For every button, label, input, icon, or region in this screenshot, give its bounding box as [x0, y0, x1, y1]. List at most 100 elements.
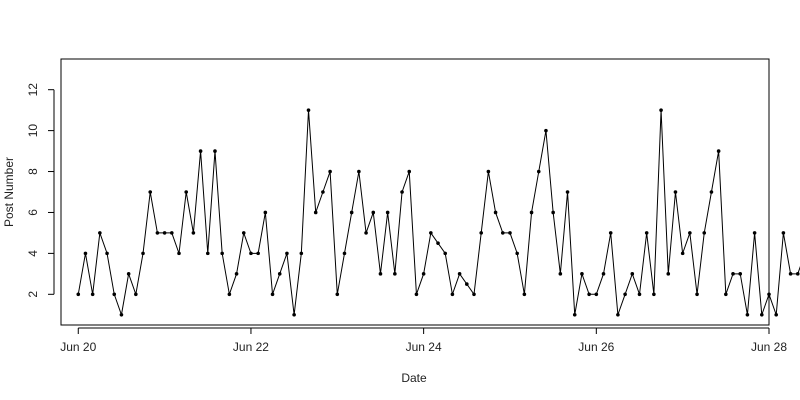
data-point — [666, 272, 671, 276]
data-point — [522, 292, 527, 297]
x-axis-title: Date — [401, 371, 427, 385]
data-point — [752, 231, 757, 235]
x-axis: Jun 20 Jun 22 Jun 24 Jun 26 Jun 28 — [60, 327, 787, 354]
y-axis: 2 4 6 8 10 12 — [26, 83, 55, 298]
data-point — [162, 231, 167, 235]
data-point — [407, 169, 412, 174]
data-point — [393, 272, 397, 276]
data-point — [536, 169, 541, 174]
data-point — [601, 272, 606, 276]
data-point — [724, 292, 728, 297]
y-tick-label: 8 — [26, 168, 40, 175]
data-point — [357, 169, 361, 174]
data-point — [270, 292, 275, 297]
data-point — [306, 108, 311, 112]
data-point — [98, 231, 102, 235]
data-point — [421, 272, 426, 276]
data-point — [328, 169, 332, 174]
y-tick-label: 12 — [26, 83, 40, 97]
x-tick-label: Jun 20 — [60, 340, 96, 354]
data-point — [191, 231, 196, 235]
x-tick-label: Jun 22 — [233, 340, 269, 354]
data-point — [263, 210, 268, 215]
data-point — [608, 231, 613, 235]
data-point — [767, 292, 771, 297]
y-tick-label: 6 — [26, 209, 40, 216]
y-tick-label: 10 — [26, 124, 40, 138]
data-point — [795, 272, 800, 276]
data-point — [443, 251, 448, 256]
y-tick-label: 4 — [26, 250, 40, 257]
data-point — [551, 210, 555, 215]
data-point — [644, 231, 649, 235]
data-point — [105, 251, 109, 256]
data-point — [371, 210, 376, 215]
data-point — [177, 251, 181, 256]
data-point — [623, 292, 627, 297]
data-point — [155, 231, 160, 235]
data-point — [299, 251, 304, 256]
data-point — [745, 312, 750, 317]
data-point — [781, 231, 786, 235]
data-point — [565, 190, 570, 194]
data-point — [234, 272, 239, 276]
data-point — [580, 272, 584, 276]
data-point — [680, 251, 685, 256]
data-point — [83, 251, 88, 256]
data-point — [400, 190, 404, 194]
data-point — [249, 251, 253, 256]
data-point — [335, 292, 340, 297]
data-point — [659, 108, 663, 112]
data-point — [170, 231, 174, 235]
data-point — [313, 210, 318, 215]
data-point — [652, 292, 656, 297]
data-point — [709, 190, 714, 194]
data-point — [364, 231, 368, 235]
x-tick-label: Jun 28 — [751, 340, 787, 354]
data-point — [587, 292, 591, 297]
data-point — [141, 251, 145, 256]
data-point — [429, 231, 433, 235]
data-point — [760, 312, 764, 317]
data-point — [457, 272, 462, 276]
data-point — [500, 231, 505, 235]
data-point — [119, 312, 124, 317]
data-point — [205, 251, 210, 256]
data-point — [342, 251, 347, 256]
data-point — [572, 312, 577, 317]
data-point — [702, 231, 707, 235]
data-point — [616, 312, 620, 317]
data-point — [716, 149, 721, 153]
data-point — [558, 272, 563, 276]
data-point — [673, 190, 678, 194]
x-tick-label: Jun 26 — [578, 340, 614, 354]
data-point — [486, 169, 491, 174]
data-point — [436, 241, 440, 245]
data-point — [594, 292, 599, 297]
data-point — [76, 292, 81, 297]
data-point — [184, 190, 188, 194]
plot-frame — [60, 58, 770, 326]
data-point — [414, 292, 419, 297]
data-point — [738, 272, 743, 276]
data-point — [630, 272, 635, 276]
data-point — [227, 292, 232, 297]
data-point — [450, 292, 455, 297]
data-point — [695, 292, 699, 297]
data-point — [349, 210, 354, 215]
data-point — [213, 149, 217, 153]
data-point — [385, 210, 390, 215]
data-point — [220, 251, 224, 256]
data-point — [493, 210, 498, 215]
data-point — [198, 149, 203, 153]
data-point — [321, 190, 325, 194]
data-point — [378, 272, 383, 276]
data-point — [731, 272, 735, 276]
data-point — [256, 251, 260, 256]
data-point — [134, 292, 138, 297]
data-point — [148, 190, 153, 194]
data-point — [472, 292, 476, 297]
data-point — [788, 272, 793, 276]
data-point — [688, 231, 692, 235]
